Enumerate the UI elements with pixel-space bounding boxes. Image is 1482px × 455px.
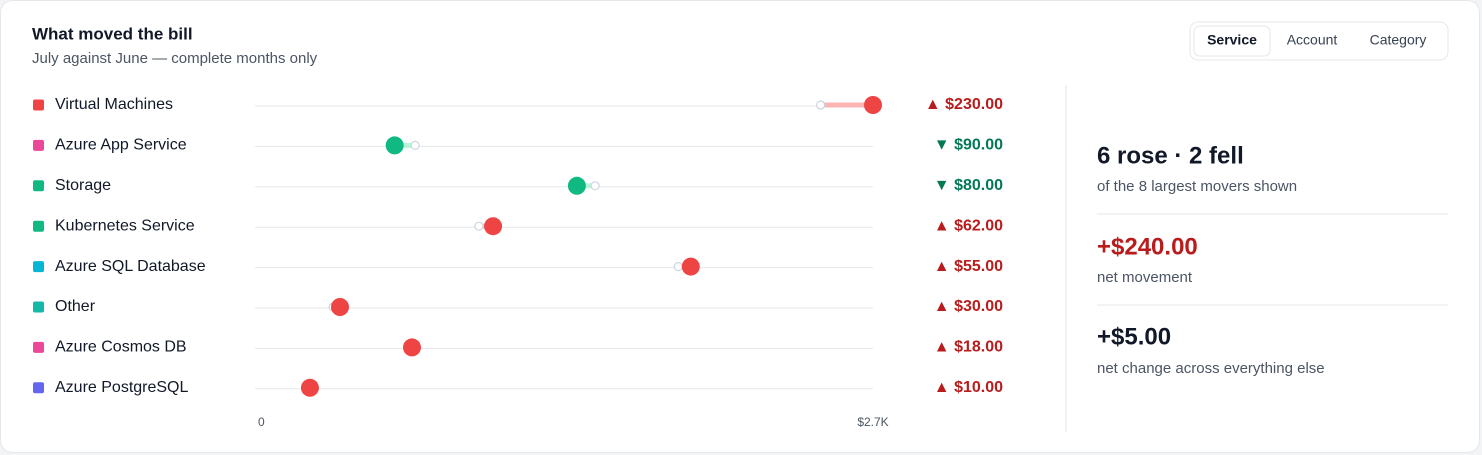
change-label: ▲ $30.00 (934, 298, 1003, 315)
summary-note: of the 8 largest movers shown (1097, 178, 1297, 195)
category-swatch (33, 220, 44, 232)
rest-change-note: net change across everything else (1097, 360, 1325, 377)
june-dot (673, 262, 683, 272)
category-label: Kubernetes Service (55, 217, 195, 234)
july-dot (567, 176, 586, 195)
category-label: Azure Cosmos DB (55, 339, 187, 356)
category-label: Azure App Service (55, 137, 187, 154)
july-dot (484, 217, 503, 236)
june-dot (474, 221, 484, 231)
net-movement-note: net movement (1097, 269, 1193, 286)
july-dot (331, 298, 349, 316)
category-swatch (33, 180, 44, 192)
category-swatch (33, 301, 44, 313)
card-subtitle: July against June — complete months only (32, 50, 318, 67)
june-dot (816, 100, 826, 110)
rest-change: +$5.00 (1097, 323, 1171, 350)
category-label: Other (55, 298, 96, 315)
category-label: Azure SQL Database (55, 258, 206, 275)
july-dot (300, 378, 319, 397)
category-label: Azure PostgreSQL (55, 379, 189, 396)
tab[interactable]: Account (1287, 32, 1338, 48)
change-label: ▼ $90.00 (934, 137, 1003, 154)
category-swatch (33, 99, 44, 111)
change-label: ▲ $62.00 (934, 217, 1003, 234)
june-dot (410, 140, 420, 150)
x-tick-label: $2.7K (857, 415, 888, 429)
summary-headline: 6 rose · 2 fell (1097, 142, 1244, 169)
category-swatch (33, 261, 44, 273)
july-dot (681, 257, 700, 276)
tabs: Service Account Category (1193, 25, 1427, 57)
change-label: ▲ $18.00 (934, 339, 1003, 356)
july-dot (864, 96, 882, 114)
july-dot (385, 136, 404, 155)
category-swatch (33, 139, 44, 151)
card-title: What moved the bill (32, 24, 193, 43)
category-label: Virtual Machines (55, 96, 173, 113)
category-swatch (33, 341, 44, 353)
change-label: ▲ $55.00 (934, 258, 1003, 275)
x-tick-label: 0 (258, 415, 265, 429)
category-swatch (33, 382, 44, 394)
category-label: Storage (55, 177, 111, 194)
july-dot (402, 338, 421, 357)
change-label: ▼ $80.00 (934, 177, 1003, 194)
tab[interactable]: Service (1207, 32, 1257, 48)
net-movement: +$240.00 (1097, 233, 1198, 260)
june-dot (590, 181, 600, 191)
change-label: ▲ $10.00 (934, 379, 1003, 396)
tab-active-background (1193, 25, 1271, 57)
tab[interactable]: Category (1370, 32, 1427, 48)
change-label: ▲ $230.00 (925, 96, 1003, 113)
chart: 0 $2.7K Virtual Machines ▲ $230.00 Azure App… (33, 96, 1003, 429)
